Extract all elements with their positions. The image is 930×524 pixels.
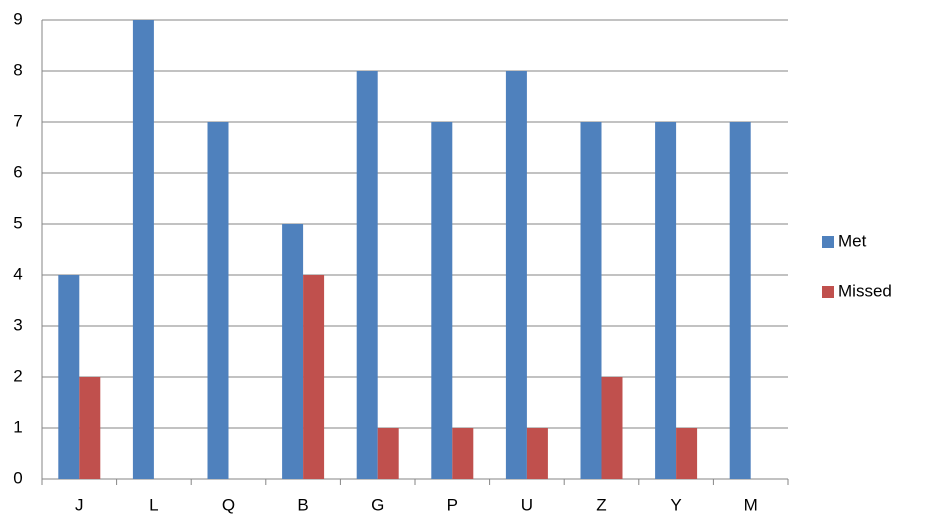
x-tick-label: Q (222, 495, 235, 514)
y-tick-label: 5 (13, 213, 22, 232)
bar (601, 377, 623, 479)
y-tick-label: 6 (13, 162, 22, 181)
bar (655, 122, 677, 479)
bar (729, 122, 751, 479)
y-tick-label: 8 (13, 60, 22, 79)
x-tick-label: M (744, 495, 758, 514)
bar (452, 428, 474, 479)
bar (580, 122, 602, 479)
bar (132, 20, 154, 479)
x-tick-label: Y (670, 495, 681, 514)
y-tick-label: 2 (13, 366, 22, 385)
bar (303, 275, 325, 479)
y-tick-label: 4 (13, 264, 22, 283)
y-tick-label: 1 (13, 417, 22, 436)
bar (207, 122, 229, 479)
x-tick-label: G (371, 495, 384, 514)
y-tick-label: 0 (13, 468, 22, 487)
legend-label: Missed (838, 281, 892, 300)
bar (58, 275, 80, 479)
legend-swatch (822, 286, 834, 298)
bar (676, 428, 698, 479)
legend-swatch (822, 236, 834, 248)
x-tick-label: L (149, 495, 158, 514)
bar (377, 428, 399, 479)
bar (431, 122, 453, 479)
y-tick-label: 9 (13, 9, 22, 28)
x-tick-label: B (297, 495, 308, 514)
x-tick-label: P (447, 495, 458, 514)
bar (282, 224, 304, 479)
bar (526, 428, 548, 479)
y-tick-label: 3 (13, 315, 22, 334)
x-tick-label: U (521, 495, 533, 514)
y-tick-label: 7 (13, 111, 22, 130)
bar (505, 71, 527, 479)
bar (356, 71, 378, 479)
x-tick-label: Z (596, 495, 606, 514)
legend-label: Met (838, 231, 867, 250)
x-tick-label: J (75, 495, 84, 514)
bar (79, 377, 101, 479)
